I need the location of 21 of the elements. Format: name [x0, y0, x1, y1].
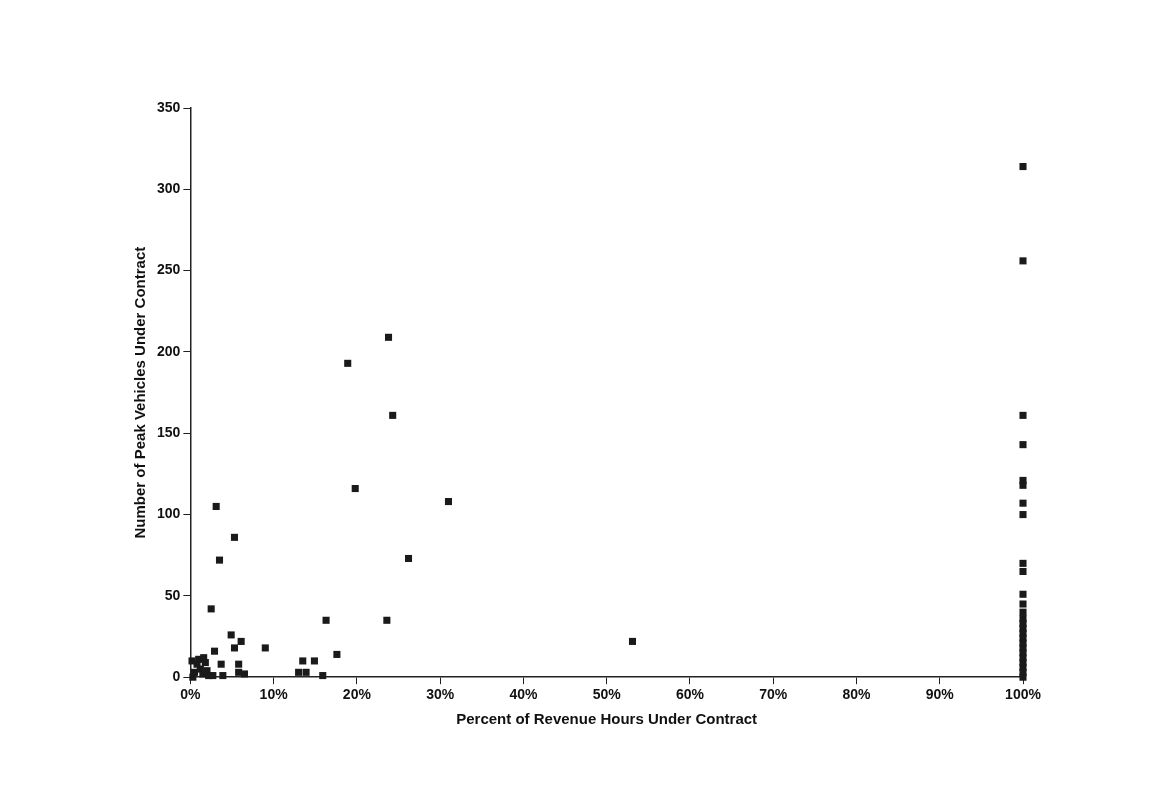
x-tick-label: 50%: [592, 686, 622, 703]
y-tick-label: 0: [172, 668, 181, 685]
x-axis-title: Percent of Revenue Hours Under Contract: [456, 710, 758, 728]
x-tick-label: 10%: [259, 686, 289, 703]
x-tick-label: 70%: [759, 686, 788, 703]
y-axis-title: Number of Peak Vehicles Under Contract: [131, 246, 149, 539]
y-tick-label: 250: [157, 261, 181, 278]
x-tick-label: 20%: [342, 686, 372, 703]
x-tick-label: 30%: [426, 686, 455, 703]
y-tick-label: 100: [157, 505, 181, 522]
y-tick-label: 300: [157, 180, 181, 197]
y-tick-label: 150: [157, 424, 181, 441]
y-tick-label: 200: [157, 342, 181, 359]
x-tick-label: 40%: [509, 686, 538, 703]
x-tick-label: 100%: [1005, 686, 1042, 703]
x-tick-label: 0%: [180, 686, 202, 703]
x-tick-label: 80%: [842, 686, 872, 703]
y-tick-label: 50: [164, 586, 181, 603]
x-tick-label: 90%: [925, 686, 955, 703]
x-tick-label: 60%: [675, 686, 705, 703]
y-tick-label: 350: [157, 98, 181, 115]
